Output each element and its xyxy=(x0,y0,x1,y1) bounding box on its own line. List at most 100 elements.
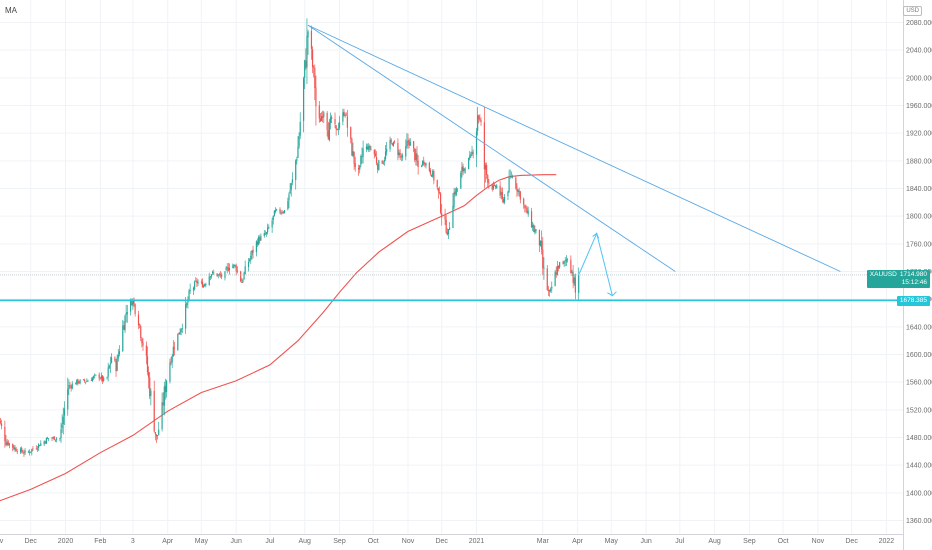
candle-up xyxy=(484,164,487,170)
x-tick-label: May xyxy=(195,538,209,545)
y-tick-label: 2080.000 xyxy=(906,20,932,27)
candle-down xyxy=(200,281,202,283)
candle-up xyxy=(63,408,65,416)
candle-up xyxy=(496,185,498,189)
candle-down xyxy=(525,207,527,209)
candle-down xyxy=(399,153,401,155)
candle-up xyxy=(165,380,168,393)
candle-down xyxy=(353,151,355,164)
currency-label[interactable]: USD xyxy=(903,6,922,16)
candle-up xyxy=(24,450,26,453)
candle-down xyxy=(77,379,79,384)
candle-down xyxy=(480,120,482,123)
candle-down xyxy=(472,152,474,155)
x-tick-label: Nov xyxy=(812,538,825,545)
candle-up xyxy=(468,158,470,170)
candle-up xyxy=(95,374,97,376)
candle-up xyxy=(448,227,451,230)
candle-down xyxy=(305,60,307,68)
candle-up xyxy=(106,377,108,378)
candle-down xyxy=(530,211,533,228)
candle-down xyxy=(428,162,430,171)
price-axis[interactable]: 2080.000 2040.000 2000.000 1960.000 1920.000… xyxy=(906,20,932,525)
candle-up xyxy=(14,447,16,450)
candle-down xyxy=(21,447,23,452)
y-tick-label: 1360.000 xyxy=(906,518,932,525)
x-tick-label: Nov xyxy=(0,538,4,545)
support-price-tag: 1678.385 xyxy=(896,296,930,307)
candle-down xyxy=(201,281,204,288)
candle-up xyxy=(304,60,306,79)
candle-up xyxy=(344,114,346,116)
candle-up xyxy=(109,363,112,365)
candle-up xyxy=(76,379,78,384)
candle-up xyxy=(71,383,73,389)
candle-up xyxy=(45,438,48,444)
candle-down xyxy=(32,448,34,450)
candle-down xyxy=(369,145,371,149)
candle-up xyxy=(475,131,478,155)
candle-up xyxy=(398,152,400,156)
candle-down xyxy=(311,49,314,68)
candle-down xyxy=(123,325,125,330)
candle-down xyxy=(69,385,71,387)
candle-down xyxy=(408,140,410,146)
x-tick-label: Jun xyxy=(231,538,242,545)
candle-up xyxy=(290,183,292,190)
candle-down xyxy=(424,163,426,165)
candle-up xyxy=(405,146,407,157)
candle-down xyxy=(417,160,419,168)
y-tick-label: 1840.000 xyxy=(906,186,932,193)
candle-down xyxy=(279,208,281,213)
candle-up xyxy=(205,284,207,285)
candle-up xyxy=(125,313,127,316)
x-tick-label: Dec xyxy=(845,538,858,545)
candle-up xyxy=(181,328,183,329)
candle-up xyxy=(289,190,291,194)
last-price-tag: XAUUSD 1714.980 15:12:46 xyxy=(866,269,930,288)
candle-up xyxy=(365,146,368,150)
candle-down xyxy=(334,119,336,125)
candle-up xyxy=(55,438,58,440)
candle-up xyxy=(556,266,558,275)
candle-down xyxy=(322,116,324,118)
candle-up xyxy=(550,289,552,291)
candle-up xyxy=(79,380,81,384)
candle-up xyxy=(163,386,165,406)
candle-down xyxy=(335,125,337,130)
candle-down xyxy=(145,345,147,356)
indicator-label[interactable]: MA xyxy=(5,6,17,15)
x-tick-label: Nov xyxy=(402,538,415,545)
candle-down xyxy=(358,167,360,170)
projection-arrowhead xyxy=(607,291,617,297)
y-tick-label: 1760.000 xyxy=(906,241,932,248)
candle-down xyxy=(381,160,383,164)
candle-up xyxy=(461,166,463,173)
candle-down xyxy=(70,386,72,388)
candle-up xyxy=(260,236,262,241)
candle-up xyxy=(258,236,260,245)
candle-down xyxy=(35,448,37,450)
x-tick-label: Sep xyxy=(333,538,346,545)
candle-up xyxy=(456,188,459,190)
candle-down xyxy=(241,281,243,283)
candle-down xyxy=(414,148,416,161)
candle-down xyxy=(541,240,543,250)
candle-up xyxy=(337,128,339,130)
candle-up xyxy=(510,176,512,178)
candle-up xyxy=(432,170,434,177)
candle-down xyxy=(491,183,493,190)
candle-up xyxy=(130,300,132,312)
candle-up xyxy=(172,346,174,357)
candle-up xyxy=(36,448,39,450)
candle-down xyxy=(7,441,9,445)
candle-up xyxy=(532,225,534,228)
candle-down xyxy=(524,205,526,208)
candle-up xyxy=(243,273,245,280)
candle-down xyxy=(331,116,333,119)
time-axis[interactable]: Nov Dec 2020 Feb 3 Apr May Jun Jul Aug Sep Oct Nov De… xyxy=(0,538,894,545)
candle-up xyxy=(563,261,565,264)
candle-down xyxy=(345,114,347,116)
candle-up xyxy=(447,229,450,235)
